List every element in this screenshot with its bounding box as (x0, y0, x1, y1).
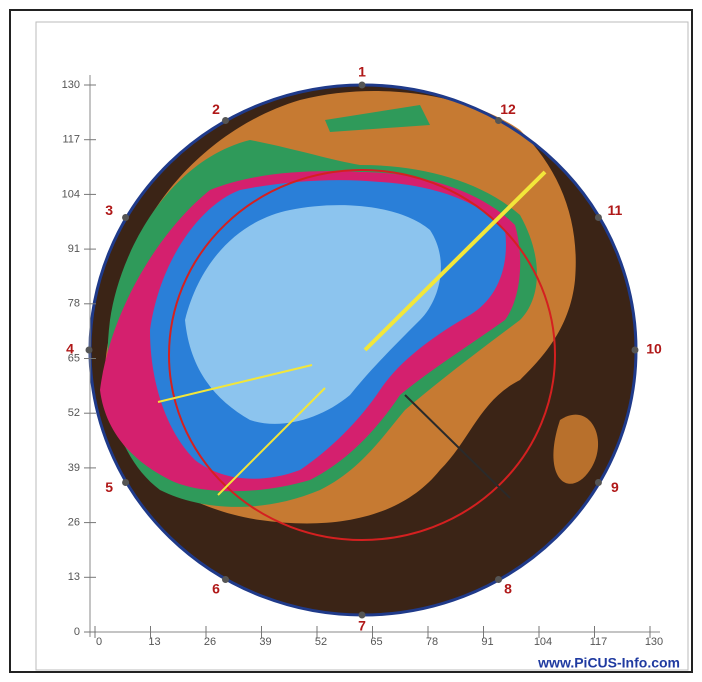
sensor-label: 6 (212, 581, 220, 597)
y-tick-label: 65 (68, 352, 80, 364)
x-tick-label: 130 (645, 636, 663, 648)
y-tick-label: 0 (74, 626, 80, 638)
watermark: www.PiCUS-Info.com (537, 655, 680, 671)
sensor-label: 11 (607, 202, 622, 218)
yellow-line (363, 170, 547, 352)
yellow-line (217, 387, 326, 496)
sensor-point (358, 81, 366, 89)
y-tick-label: 26 (68, 517, 80, 529)
x-tick-label: 104 (534, 636, 552, 648)
sensor-point (85, 346, 93, 354)
sensor-point (122, 479, 130, 486)
sensor-point (495, 117, 502, 125)
y-tick-label: 78 (68, 298, 80, 310)
y-tick-label: 39 (68, 462, 80, 474)
red-ring (168, 169, 556, 541)
y-tick-label: 117 (62, 134, 80, 146)
x-tick-label: 0 (96, 636, 102, 648)
sensor-point (222, 575, 229, 583)
sensor-label: 4 (66, 341, 74, 357)
dark-line (404, 394, 511, 499)
tomogram (88, 83, 638, 617)
sensor-label: 3 (105, 202, 113, 218)
y-tick-label: 104 (62, 188, 80, 200)
sensor-point (594, 479, 602, 486)
x-tick-label: 117 (590, 636, 608, 648)
x-tick-label: 91 (481, 636, 493, 648)
sensor-label: 2 (212, 101, 220, 117)
sensor-point (222, 117, 229, 125)
sensor-point (631, 346, 639, 354)
x-tick-label: 52 (315, 636, 327, 648)
y-tick-label: 130 (62, 79, 80, 91)
sensor-point (495, 575, 502, 583)
sound-wood-band (553, 414, 599, 484)
x-tick-label: 13 (148, 636, 160, 648)
y-tick-label: 52 (68, 407, 80, 419)
x-tick-label: 26 (204, 636, 216, 648)
green-zone (325, 105, 430, 132)
sensor-point (358, 611, 366, 619)
light-blue-zone (185, 205, 441, 424)
sensor-point (594, 214, 602, 221)
sensor-label: 10 (646, 341, 662, 357)
sensor-label: 7 (358, 618, 366, 634)
sensor-label: 8 (504, 581, 512, 597)
sensor-label: 12 (500, 101, 516, 117)
x-tick-label: 39 (259, 636, 271, 648)
x-tick-label: 78 (426, 636, 438, 648)
sensor-label: 9 (611, 479, 619, 495)
sensor-label: 1 (358, 64, 366, 80)
yellow-line (157, 364, 313, 403)
sensor-label: 5 (105, 479, 113, 495)
y-tick-label: 13 (68, 571, 80, 583)
sensor-point (122, 214, 130, 221)
x-tick-label: 65 (370, 636, 382, 648)
y-tick-label: 91 (68, 243, 80, 255)
